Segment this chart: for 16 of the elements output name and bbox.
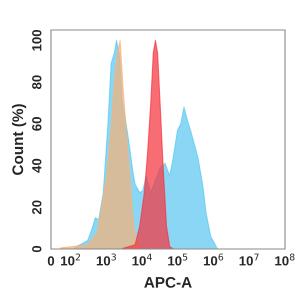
x-tick-label: 10$^{4}$ [132,254,152,266]
x-tick-label: 10$^{2}$ [61,254,80,266]
x-tick-label: 10$^{6}$ [204,254,224,266]
y-axis-title: Count (%) [12,104,26,175]
y-tick-label: 0 [32,246,42,252]
y-tick-label: 100 [32,30,42,51]
y-tick-label: 60 [32,117,42,131]
x-tick-label: 10$^{8}$ [275,254,294,266]
x-tick-label: 10$^{7}$ [240,254,259,266]
x-tick-label: 10$^{5}$ [168,254,188,266]
x-tick-label: 10$^{3}$ [96,254,116,266]
x-tick-label: 0 [48,256,54,266]
x-axis-title: APC-A [144,276,192,288]
y-tick-label: 80 [32,75,42,90]
y-tick-label: 20 [32,200,42,214]
y-tick-label: 40 [32,158,42,173]
